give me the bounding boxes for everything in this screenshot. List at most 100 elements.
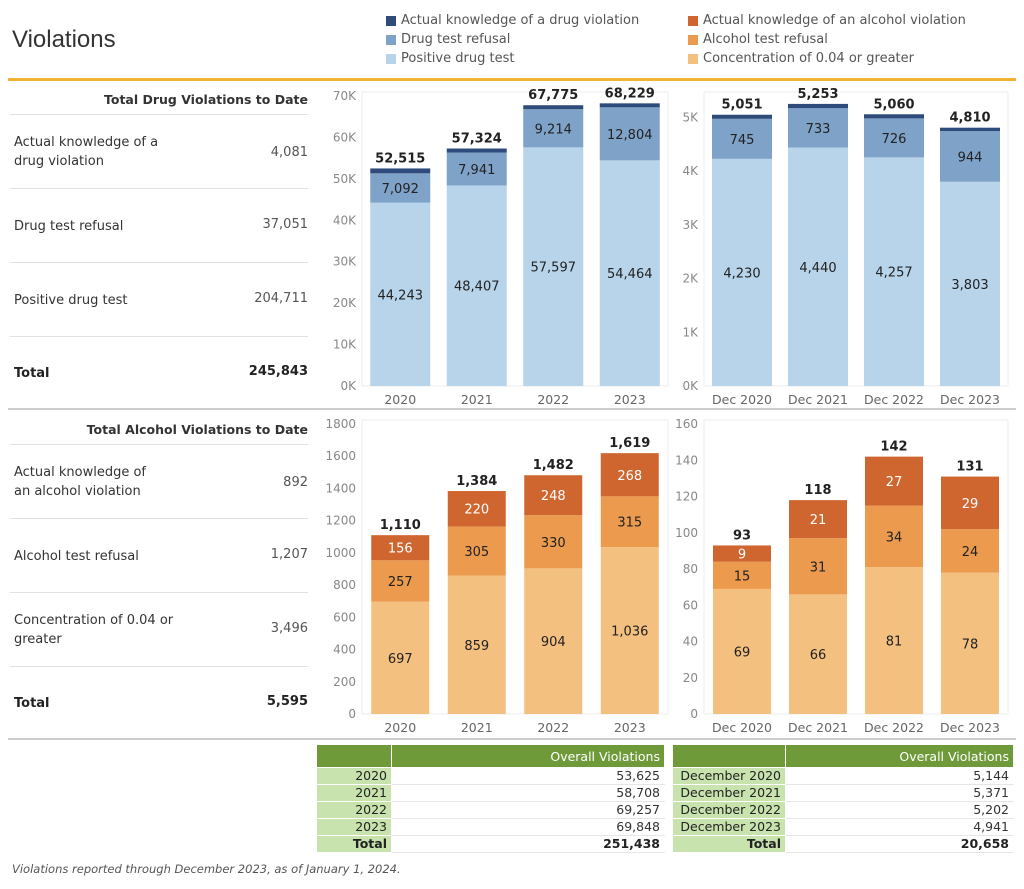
overall-table-row: December 2021 5,371 (672, 784, 1014, 802)
bar-segment (371, 601, 430, 714)
y-tick-label: 1600 (325, 449, 356, 463)
bar-segment (524, 568, 583, 714)
overall-table-row: 2023 69,848 (316, 818, 665, 836)
y-tick-label: 1800 (325, 417, 356, 431)
bar-segment (713, 561, 771, 589)
y-tick-label: 1K (682, 325, 699, 339)
overall-table-header-row: Overall Violations (316, 744, 665, 768)
x-tick-label: Dec 2022 (864, 392, 924, 407)
bar-segment-label: 268 (617, 469, 642, 484)
bar-segment (523, 109, 584, 148)
x-tick-label: 2023 (614, 720, 646, 735)
bar-segment-label: 315 (617, 516, 642, 531)
bar-total-label: 93 (733, 528, 751, 543)
legend-item-alcohol-knowledge: Actual knowledge of an alcohol violation (688, 13, 966, 28)
overall-table-value: 5,144 (785, 767, 1014, 785)
overall-table-key: 2023 (316, 818, 392, 836)
summary-row-label: Actual knowledge of an alcohol violation (14, 465, 146, 499)
y-tick-label: 100 (675, 526, 698, 540)
summary-row-label: Positive drug test (14, 293, 128, 308)
drug-summary-panel: Total Drug Violations to Date Actual kno… (10, 88, 308, 398)
bar-segment (523, 105, 584, 110)
bar-segment (941, 476, 999, 530)
legend-item-alcohol-refusal: Alcohol test refusal (688, 32, 828, 47)
x-tick-label: Dec 2020 (712, 720, 772, 735)
bar-total-label: 1,384 (456, 474, 497, 489)
y-tick-label: 60K (333, 130, 357, 144)
overall-table-total-value: 20,658 (785, 835, 1014, 853)
y-tick-label: 1200 (325, 514, 356, 528)
bar-segment-label: 859 (464, 639, 489, 654)
bar-segment-label: 48,407 (454, 280, 500, 295)
summary-row-value: 3,496 (270, 621, 308, 636)
summary-total-label: Total (14, 696, 50, 711)
bar-segment-label: 24 (962, 545, 979, 560)
section-divider (8, 408, 1016, 410)
summary-row-label: Actual knowledge of a drug violation (14, 135, 159, 169)
y-tick-label: 50K (333, 172, 357, 186)
bar-segment-label: 78 (962, 637, 979, 652)
overall-table-value: 69,257 (391, 801, 665, 819)
summary-total-label: Total (14, 366, 50, 381)
bar-segment (788, 103, 848, 109)
bar-total-label: 1,482 (533, 458, 574, 473)
x-tick-label: Dec 2020 (712, 392, 772, 407)
bar-segment-label: 257 (388, 575, 413, 590)
bar-segment-label: 3,803 (951, 278, 988, 293)
y-tick-label: 0 (348, 707, 356, 721)
y-tick-label: 80 (683, 562, 698, 576)
y-tick-label: 140 (675, 453, 698, 467)
bar-segment-label: 57,597 (531, 261, 577, 276)
bar-segment-label: 66 (810, 648, 827, 663)
bar-segment-label: 21 (810, 513, 827, 528)
y-tick-label: 600 (333, 610, 356, 624)
y-tick-label: 4K (682, 164, 699, 178)
bar-segment (447, 491, 506, 527)
bar-segment (713, 545, 771, 562)
legend-swatch (386, 53, 396, 64)
bar-segment (864, 157, 924, 386)
overall-table-header-value: Overall Violations (785, 744, 1014, 768)
bar-segment (789, 538, 847, 595)
overall-table-row: December 2023 4,941 (672, 818, 1014, 836)
y-tick-label: 800 (333, 578, 356, 592)
bar-segment (447, 526, 506, 576)
overall-table-value: 58,708 (391, 784, 665, 802)
bar-segment-label: 944 (958, 150, 983, 165)
overall-table-total-label: Total (672, 835, 786, 853)
y-tick-label: 70K (333, 89, 357, 103)
bar-segment-label: 81 (886, 635, 903, 650)
bar-total-label: 68,229 (605, 86, 655, 101)
bar-segment (370, 173, 431, 203)
summary-row: Drug test refusal 37,051 (10, 188, 308, 263)
bar-segment-label: 69 (734, 645, 751, 660)
legend-label: Actual knowledge of an alcohol violation (703, 13, 966, 28)
summary-total-row: Total 5,595 (10, 666, 308, 735)
x-tick-label: 2021 (461, 720, 493, 735)
bar-segment (789, 500, 847, 539)
summary-total-value: 245,843 (248, 364, 308, 379)
x-tick-label: Dec 2023 (940, 720, 1000, 735)
legend-label: Drug test refusal (401, 32, 511, 47)
y-tick-label: 20K (333, 296, 357, 310)
drug-summary-header: Total Drug Violations to Date (103, 92, 308, 107)
bar-total-label: 118 (804, 483, 831, 498)
overall-yearly-table: Overall Violations 2020 53,625 2021 58,7… (316, 744, 665, 853)
x-tick-label: Dec 2022 (864, 720, 924, 735)
bar-segment-label: 15 (734, 569, 751, 584)
bar-segment (864, 118, 924, 158)
x-tick-label: Dec 2021 (788, 720, 848, 735)
bar-total-label: 1,110 (380, 518, 421, 533)
bar-segment-label: 29 (962, 497, 979, 512)
summary-row-value: 4,081 (270, 145, 308, 160)
bar-segment-label: 54,464 (607, 267, 653, 282)
y-tick-label: 120 (675, 490, 698, 504)
footnote: Violations reported through December 202… (12, 862, 401, 876)
bar-segment-label: 12,804 (607, 128, 653, 143)
bar-segment (524, 475, 583, 516)
bar-segment-label: 44,243 (378, 288, 424, 303)
overall-table-header-key (672, 744, 786, 768)
y-tick-label: 60 (683, 598, 698, 612)
y-tick-label: 10K (333, 338, 357, 352)
y-tick-label: 0 (690, 707, 698, 721)
